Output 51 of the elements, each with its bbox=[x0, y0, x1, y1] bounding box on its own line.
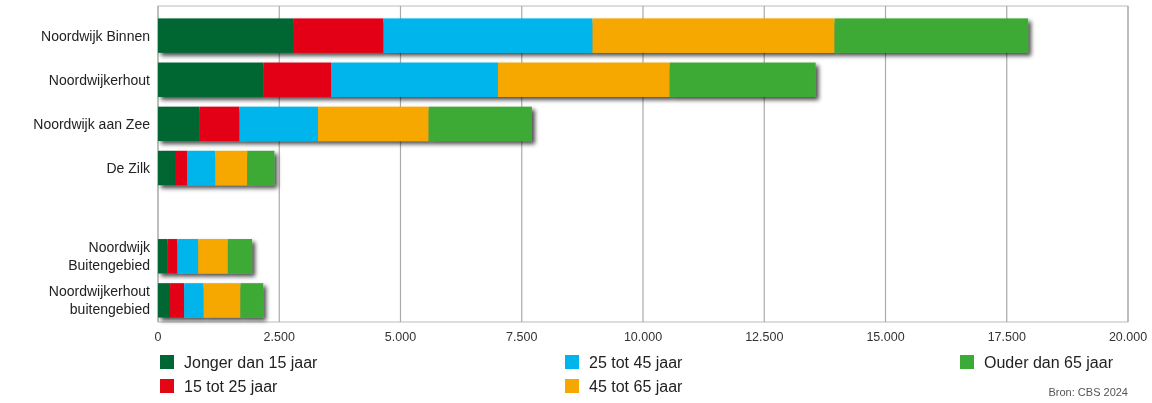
bar bbox=[247, 150, 275, 186]
x-tick-label: 0 bbox=[154, 330, 162, 344]
bar bbox=[240, 283, 264, 318]
x-tick-label: 2.500 bbox=[263, 330, 295, 344]
legend-label: Jonger dan 15 jaar bbox=[184, 354, 319, 371]
bar bbox=[158, 239, 168, 274]
bar bbox=[227, 239, 253, 274]
bar bbox=[383, 18, 593, 53]
legend-label: 25 tot 45 jaar bbox=[589, 354, 684, 371]
bar bbox=[158, 18, 294, 53]
x-tick-label: 5.000 bbox=[384, 330, 417, 344]
bar bbox=[263, 62, 332, 97]
bar bbox=[174, 150, 188, 186]
text: Bron: CBS 2024 bbox=[1048, 386, 1128, 398]
y-tick-label: Noordwijk aan Zee bbox=[33, 115, 151, 132]
bar bbox=[592, 18, 835, 53]
y-tick-label: Noordwijk Binnen bbox=[41, 27, 150, 44]
bar bbox=[158, 62, 264, 97]
bar bbox=[669, 62, 816, 97]
bar bbox=[170, 283, 185, 318]
bar bbox=[318, 106, 429, 142]
x-tick-label: 7.500 bbox=[506, 330, 538, 344]
bar bbox=[497, 62, 670, 97]
legend-label: Ouder dan 65 jaar bbox=[984, 354, 1114, 371]
x-tick-label: 10.000 bbox=[623, 330, 663, 344]
bar bbox=[177, 239, 199, 274]
bar bbox=[834, 18, 1029, 53]
bar bbox=[198, 239, 228, 274]
y-tick-label: Noordwijkerhout buitengebied bbox=[48, 283, 151, 318]
bar bbox=[215, 150, 248, 186]
bar bbox=[158, 106, 200, 142]
legend-label: 15 tot 25 jaar bbox=[184, 378, 279, 395]
bar bbox=[331, 62, 498, 97]
bar bbox=[184, 283, 204, 318]
x-tick-label: 17.500 bbox=[987, 330, 1026, 344]
bar bbox=[203, 283, 241, 318]
bar bbox=[428, 106, 532, 142]
y-tick-label: De Zilk bbox=[106, 160, 151, 176]
bar bbox=[167, 239, 178, 274]
bar bbox=[293, 18, 384, 53]
bar bbox=[158, 150, 175, 186]
bar bbox=[158, 283, 171, 318]
bar bbox=[187, 150, 216, 186]
bar bbox=[239, 106, 319, 142]
x-tick-label: 20.000 bbox=[1108, 330, 1148, 344]
x-tick-label: 12.500 bbox=[745, 330, 784, 344]
legend-label: 45 tot 65 jaar bbox=[589, 378, 684, 395]
bar bbox=[199, 106, 240, 142]
x-tick-label: 15.000 bbox=[866, 330, 905, 344]
y-tick-label: Noordwijkerhout bbox=[48, 71, 151, 88]
y-tick-label: Noordwijk Buitengebied bbox=[68, 239, 151, 274]
